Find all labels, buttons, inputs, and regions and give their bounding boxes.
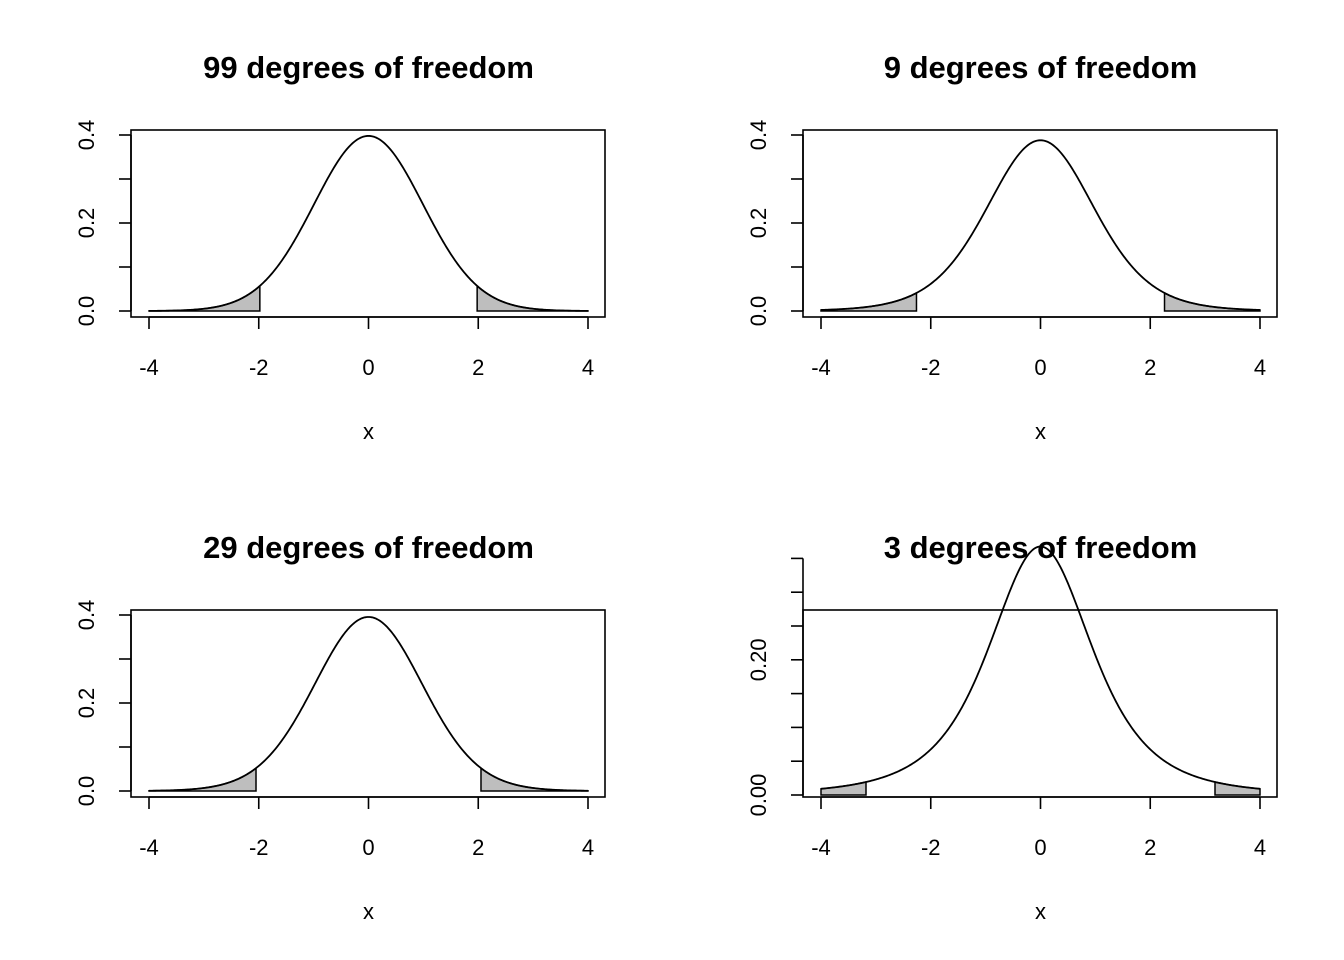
panel-1-x-tick-label: 2 — [472, 355, 484, 380]
panel-3-x-tick-label: -2 — [249, 835, 269, 860]
panel-3-x-tick-label: 2 — [472, 835, 484, 860]
panel-3-plot-frame — [130, 609, 606, 798]
panel-2-x-tick-label: 4 — [1254, 355, 1266, 380]
panel-3-y-tick-label: 0.4 — [74, 600, 99, 631]
panel-2-upper-tail-area — [1163, 291, 1261, 312]
panel-4-x-tick-label: 2 — [1144, 835, 1156, 860]
panel-3-y-tick-label: 0.0 — [74, 776, 99, 807]
panel-2-x-tick-label: -4 — [811, 355, 831, 380]
panel-4-x-tick-label: 0 — [1034, 835, 1046, 860]
panel-2-x-tick-label: -2 — [921, 355, 941, 380]
panel-4-y-tick-label: 0.20 — [746, 638, 771, 681]
panel-3-x-tick-label: -4 — [139, 835, 159, 860]
panel-1-y-tick-label: 0.4 — [74, 120, 99, 151]
panel-2-x-tick-label: 0 — [1034, 355, 1046, 380]
panel-4-x-axis-label: x — [1035, 899, 1046, 924]
panel-2-y-tick-label: 0.2 — [746, 208, 771, 239]
panel-3-x-axis-label: x — [363, 899, 374, 924]
panel-4-density-curve — [820, 545, 1261, 790]
panel-2-y-tick-label: 0.0 — [746, 296, 771, 327]
panel-1-title: 99 degrees of freedom — [203, 50, 534, 85]
panel-1-density-curve — [149, 135, 588, 312]
panel-4-plot-frame — [802, 609, 1278, 798]
panel-2-x-tick-label: 2 — [1144, 355, 1156, 380]
panel-4-title: 3 degrees of freedom — [884, 530, 1198, 565]
panel-1-y-tick-label: 0.0 — [74, 296, 99, 327]
panel-2-title: 9 degrees of freedom — [884, 50, 1198, 85]
panel-4-x-tick-label: 4 — [1254, 835, 1266, 860]
panel-4-x-tick-label: -4 — [811, 835, 831, 860]
panel-3-x-tick-label: 0 — [362, 835, 374, 860]
panel-2-x-axis-label: x — [1035, 419, 1046, 444]
panel-4-y-tick-label: 0.00 — [746, 774, 771, 817]
panel-3-title: 29 degrees of freedom — [203, 530, 534, 565]
panel-3-density-curve — [148, 616, 589, 792]
panel-1-y-tick-label: 0.2 — [74, 208, 99, 239]
panel-2-density-curve — [820, 139, 1261, 311]
panel-2-lower-tail-area — [820, 291, 918, 312]
panel-1-x-tick-label: -4 — [139, 355, 159, 380]
panel-4-x-tick-label: -2 — [921, 835, 941, 860]
panel-1-x-tick-label: -2 — [249, 355, 269, 380]
panel-1-x-axis-label: x — [363, 419, 374, 444]
panel-3-x-tick-label: 4 — [582, 835, 594, 860]
panel-1-x-tick-label: 0 — [362, 355, 374, 380]
panel-2-plot-frame — [802, 129, 1278, 318]
panel-1-x-tick-label: 4 — [582, 355, 594, 380]
panel-3-y-tick-label: 0.2 — [74, 688, 99, 719]
panel-1-plot-frame — [130, 129, 606, 318]
panel-2-y-tick-label: 0.4 — [746, 120, 771, 151]
